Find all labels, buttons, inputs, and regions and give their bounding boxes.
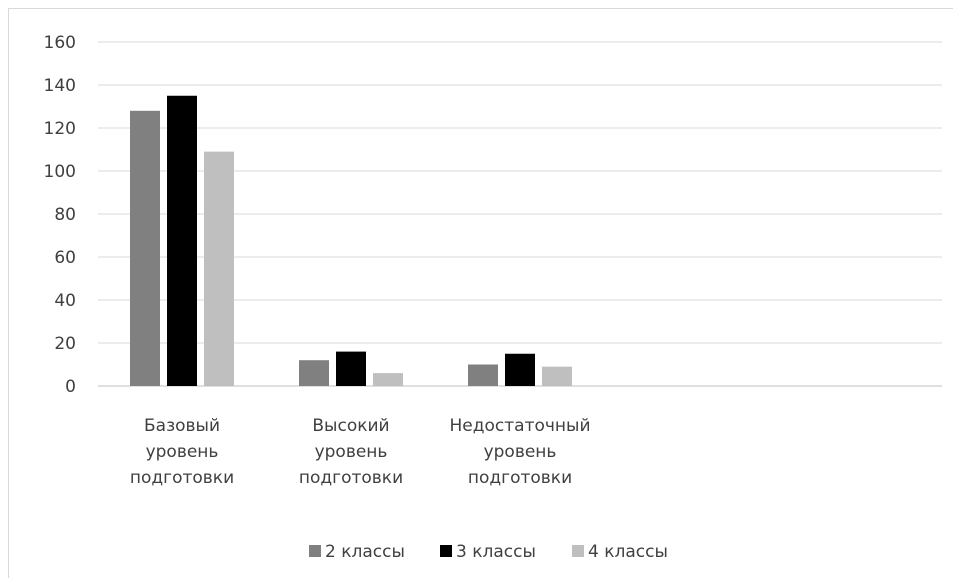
category-label: подготовки [299, 468, 403, 488]
bar [505, 353, 535, 386]
legend-swatch [572, 545, 584, 557]
y-axis-tick-labels: 0 20 40 60 80 100 120 140 160 [44, 33, 76, 397]
y-tick-label: 120 [44, 119, 76, 139]
bar [468, 364, 498, 386]
legend-label: 3 классы [456, 542, 536, 562]
category-label: подготовки [130, 468, 234, 488]
category-label: Недостаточный [450, 416, 591, 436]
bar [204, 151, 234, 386]
category-label: уровень [315, 442, 388, 462]
category-label: Базовый [144, 416, 220, 436]
bar [299, 360, 329, 386]
y-tick-label: 40 [54, 291, 76, 311]
category-label: Высокий [312, 416, 389, 436]
y-tick-label: 140 [44, 76, 76, 96]
bar [542, 366, 572, 386]
legend-swatch [309, 545, 321, 557]
legend-swatch [440, 545, 452, 557]
bar [336, 351, 366, 386]
legend-label: 4 классы [588, 542, 668, 562]
y-tick-label: 60 [54, 248, 76, 268]
gridlines [98, 41, 942, 387]
category-label: уровень [484, 442, 557, 462]
bars [130, 95, 572, 387]
category-label: подготовки [468, 468, 572, 488]
bar [167, 95, 197, 386]
category-labels: Базовый уровень подготовки Высокий уровень по… [130, 416, 591, 488]
y-tick-label: 0 [65, 377, 76, 397]
y-tick-label: 80 [54, 205, 76, 225]
legend: 2 классы 3 классы 4 классы [309, 542, 668, 562]
chart-frame [8, 8, 953, 578]
category-label: уровень [146, 442, 219, 462]
y-tick-label: 160 [44, 33, 76, 53]
bar [130, 110, 160, 387]
legend-label: 2 классы [325, 542, 405, 562]
y-tick-label: 20 [54, 334, 76, 354]
bar [373, 373, 403, 386]
y-tick-label: 100 [44, 162, 76, 182]
